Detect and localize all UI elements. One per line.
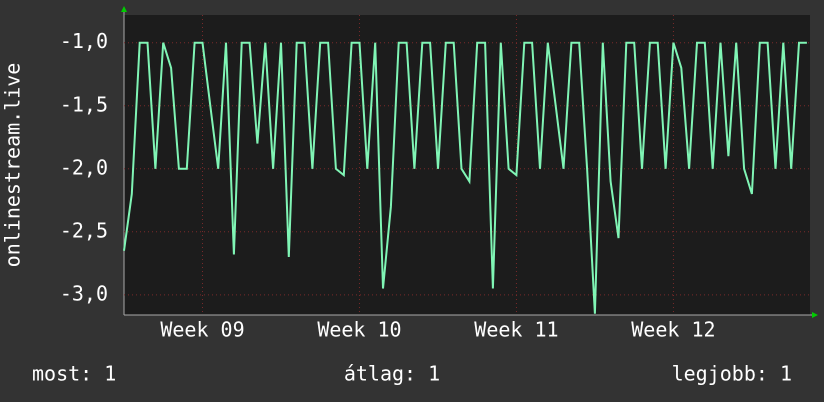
x-arrow <box>812 312 818 318</box>
y-tick-label: -2,5 <box>60 218 108 242</box>
y-tick-label: -3,0 <box>60 281 108 305</box>
x-tick-label: Week 11 <box>474 318 558 342</box>
data-line <box>123 41 807 314</box>
y-tick-label: -2,0 <box>60 155 108 179</box>
legend-average: átlag: 1 <box>344 362 440 386</box>
x-tick-label: Week 09 <box>160 318 244 342</box>
legend-max: legjobb: 1 <box>672 362 792 386</box>
y-arrow <box>121 6 127 12</box>
legend-now: most: 1 <box>32 362 116 386</box>
y-tick-label: -1,0 <box>60 29 108 53</box>
y-tick-label: -1,5 <box>60 92 108 116</box>
x-tick-label: Week 12 <box>631 318 715 342</box>
x-tick-label: Week 10 <box>317 318 401 342</box>
y-axis-label: onlinestream.live <box>1 63 25 268</box>
